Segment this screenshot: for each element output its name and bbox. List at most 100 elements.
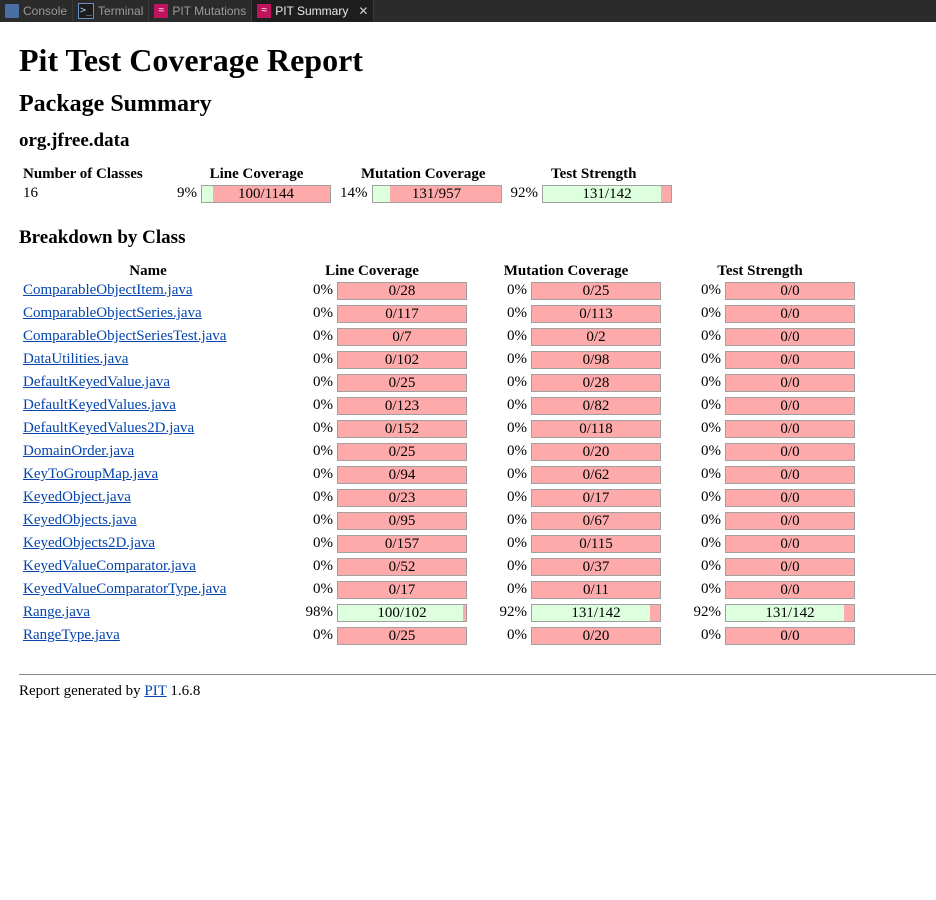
coverage-bar-uncovered (726, 421, 854, 437)
coverage-cell: 0% 0/25 (277, 627, 467, 645)
coverage-bar-uncovered (338, 398, 466, 414)
coverage-bar-uncovered (532, 421, 660, 437)
coverage-bar-label: 0/123 (384, 398, 420, 414)
coverage-bar: 0/25 (337, 627, 467, 645)
tab-console[interactable]: Console (0, 0, 74, 22)
header-mutation-coverage: Mutation Coverage (503, 263, 629, 279)
coverage-bar-uncovered (532, 283, 660, 299)
report-content: Pit Test Coverage Report Package Summary… (0, 42, 936, 700)
coverage-bar-label: 100/1144 (237, 186, 295, 202)
table-row: DefaultKeyedValue.java 0% 0/25 0% 0/28 0% 0/0 (22, 374, 856, 395)
coverage-cell: 92% 131/142 (471, 604, 661, 622)
coverage-bar-label: 131/142 (582, 186, 632, 202)
coverage-bar-label: 0/0 (780, 352, 800, 368)
coverage-bar-uncovered (726, 490, 854, 506)
class-link[interactable]: KeyedValueComparatorType.java (23, 581, 227, 597)
coverage-percent: 0% (507, 282, 527, 298)
class-test-strength: 0% 0/0 (664, 443, 856, 464)
coverage-bar: 0/52 (337, 558, 467, 576)
coverage-bar-uncovered (532, 628, 660, 644)
coverage-percent: 0% (313, 627, 333, 643)
class-line-coverage: 0% 0/95 (276, 512, 468, 533)
class-link[interactable]: DefaultKeyedValue.java (23, 374, 171, 390)
class-test-strength: 0% 0/0 (664, 397, 856, 418)
class-mutation-coverage: 0% 0/28 (470, 374, 662, 395)
coverage-percent: 0% (507, 581, 527, 597)
class-test-strength: 0% 0/0 (664, 558, 856, 579)
coverage-bar-label: 0/115 (579, 536, 613, 552)
coverage-bar-uncovered (726, 375, 854, 391)
tab-pit-mutations[interactable]: ≈ PIT Mutations (149, 0, 253, 22)
class-line-coverage: 0% 0/28 (276, 282, 468, 303)
coverage-bar-label: 0/20 (582, 628, 610, 644)
coverage-bar-uncovered (338, 283, 466, 299)
coverage-bar: 0/11 (531, 581, 661, 599)
class-link[interactable]: DefaultKeyedValues2D.java (23, 420, 195, 436)
class-mutation-coverage: 0% 0/118 (470, 420, 662, 441)
coverage-bar: 0/95 (337, 512, 467, 530)
coverage-cell: 0% 0/117 (277, 305, 467, 323)
coverage-bar-covered (543, 186, 662, 202)
coverage-cell: 0% 0/0 (665, 397, 855, 415)
coverage-bar-uncovered (338, 352, 466, 368)
pit-link[interactable]: PIT (144, 683, 167, 699)
class-name-cell: KeyedValueComparatorType.java (22, 581, 274, 602)
coverage-bar-label: 0/0 (780, 306, 800, 322)
class-link[interactable]: ComparableObjectSeries.java (23, 305, 202, 321)
class-mutation-coverage: 0% 0/67 (470, 512, 662, 533)
class-line-coverage: 0% 0/52 (276, 558, 468, 579)
coverage-percent: 0% (701, 282, 721, 298)
coverage-bar: 0/0 (725, 489, 855, 507)
coverage-percent: 0% (507, 374, 527, 390)
coverage-bar-label: 0/17 (582, 490, 610, 506)
coverage-bar-covered (726, 605, 845, 621)
coverage-bar-uncovered (390, 186, 501, 202)
coverage-bar-uncovered (532, 306, 660, 322)
tab-terminal[interactable]: >_ Terminal (73, 0, 150, 22)
table-row: KeyedObjects.java 0% 0/95 0% 0/67 0% 0/0 (22, 512, 856, 533)
class-link[interactable]: KeyedObjects2D.java (23, 535, 156, 551)
footer-prefix: Report generated by (19, 683, 145, 699)
class-link[interactable]: DomainOrder.java (23, 443, 135, 459)
class-link[interactable]: KeyedValueComparator.java (23, 558, 196, 574)
class-link[interactable]: KeyedObject.java (23, 489, 131, 505)
class-mutation-coverage: 0% 0/62 (470, 466, 662, 487)
tab-label: PIT Mutations (172, 4, 247, 18)
class-link[interactable]: KeyedObjects.java (23, 512, 137, 528)
class-link[interactable]: DefaultKeyedValues.java (23, 397, 176, 413)
class-mutation-coverage: 0% 0/113 (470, 305, 662, 326)
class-link[interactable]: DataUtilities.java (23, 351, 129, 367)
coverage-bar-uncovered (338, 329, 466, 345)
close-icon[interactable]: ✕ (358, 4, 369, 18)
coverage-percent: 0% (507, 535, 527, 551)
coverage-bar-label: 0/0 (780, 490, 800, 506)
coverage-bar-label: 0/52 (388, 559, 416, 575)
class-link[interactable]: KeyToGroupMap.java (23, 466, 159, 482)
coverage-cell: 0% 0/28 (277, 282, 467, 300)
breakdown-heading: Breakdown by Class (19, 227, 186, 248)
coverage-bar: 0/62 (531, 466, 661, 484)
coverage-cell: 0% 0/23 (277, 489, 467, 507)
coverage-bar: 0/37 (531, 558, 661, 576)
class-link[interactable]: ComparableObjectItem.java (23, 282, 193, 298)
class-name-cell: DefaultKeyedValue.java (22, 374, 274, 395)
class-link[interactable]: ComparableObjectSeriesTest.java (23, 328, 227, 344)
class-link[interactable]: Range.java (23, 604, 91, 620)
table-row: DomainOrder.java 0% 0/25 0% 0/20 0% 0/0 (22, 443, 856, 464)
coverage-cell: 0% 0/0 (665, 512, 855, 530)
coverage-bar: 0/67 (531, 512, 661, 530)
coverage-bar: 0/0 (725, 305, 855, 323)
coverage-percent: 0% (507, 351, 527, 367)
coverage-bar-uncovered (532, 559, 660, 575)
tab-pit-summary[interactable]: ≈ PIT Summary ✕ (252, 0, 375, 22)
coverage-bar-label: 0/62 (582, 467, 610, 483)
coverage-bar-label: 0/0 (780, 582, 800, 598)
coverage-bar-covered (372, 186, 391, 202)
coverage-percent: 0% (701, 466, 721, 482)
coverage-percent: 0% (313, 282, 333, 298)
coverage-bar: 0/0 (725, 512, 855, 530)
class-link[interactable]: RangeType.java (23, 627, 120, 643)
coverage-percent: 0% (313, 535, 333, 551)
footer-divider (19, 674, 936, 675)
coverage-percent: 0% (701, 351, 721, 367)
